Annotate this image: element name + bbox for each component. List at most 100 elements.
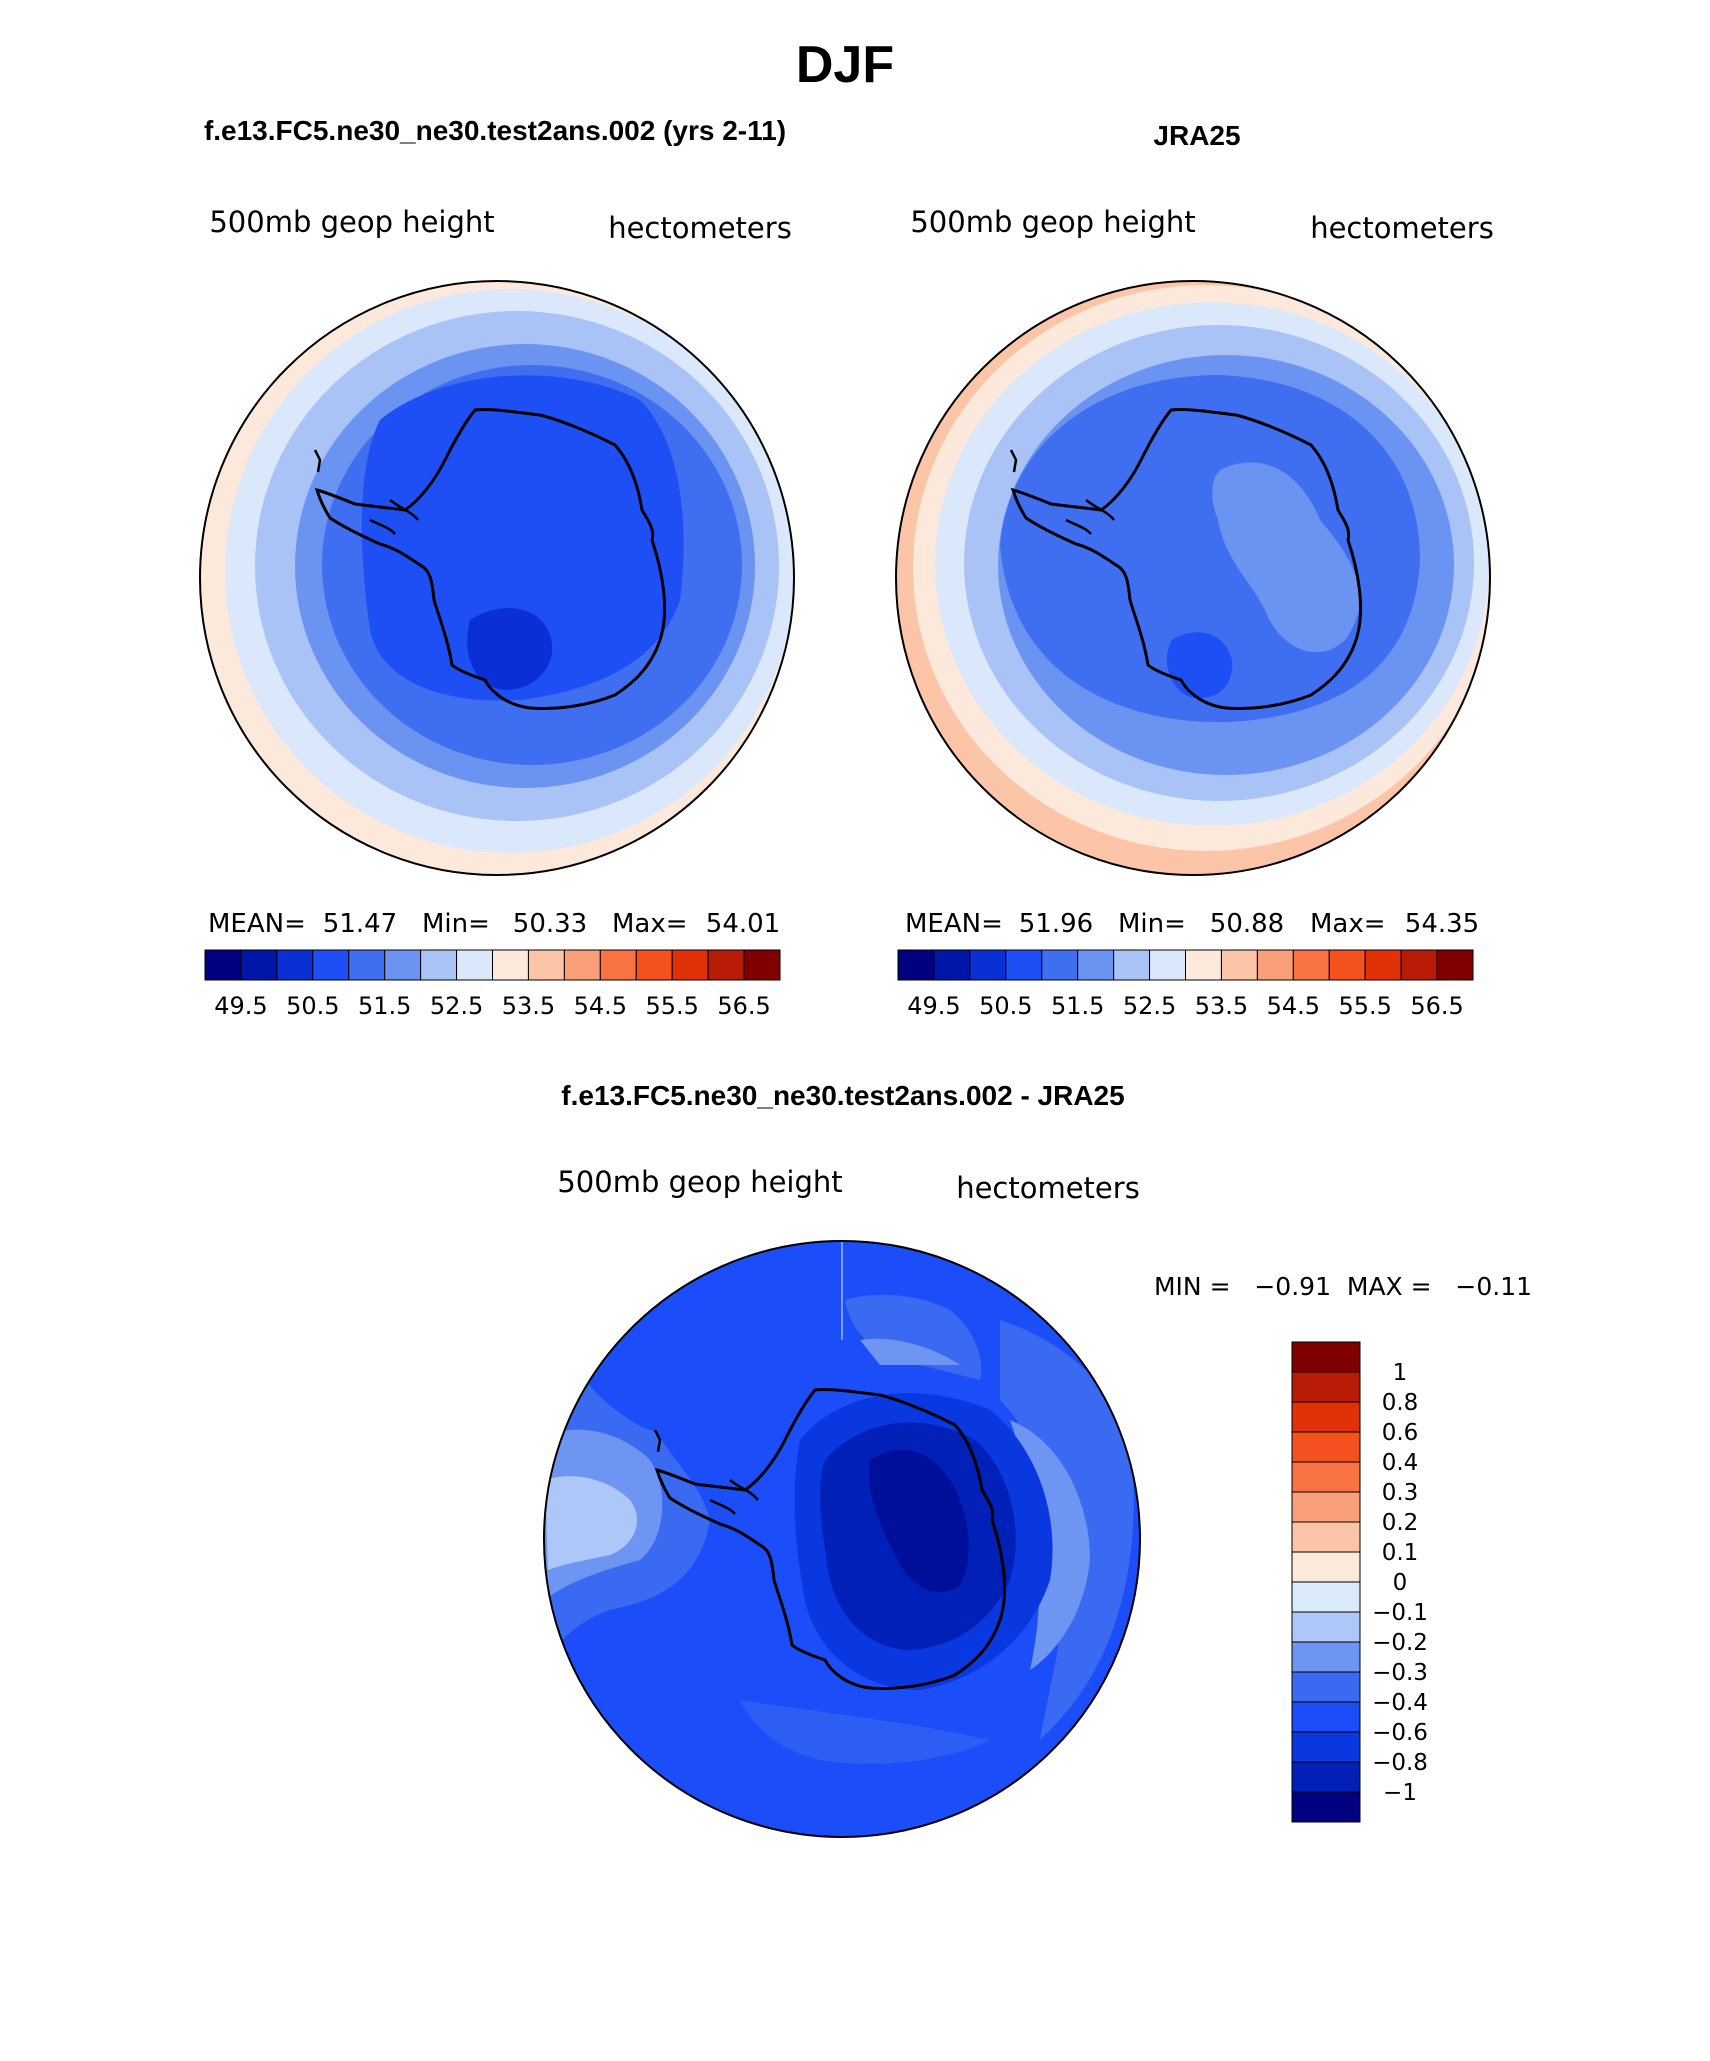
panel-b-mean-label: MEAN= <box>905 909 1003 939</box>
panel-a-colorbar-swatch <box>456 949 493 981</box>
diff-colorbar-tick-label: −1 <box>1383 1780 1417 1806</box>
panel-a-colorbar-tick-label: 55.5 <box>645 992 698 1020</box>
panel-a-band <box>361 375 684 701</box>
diff-colorbar-swatch <box>1291 1551 1361 1583</box>
panel-a-band <box>467 608 553 690</box>
diff-panel-variable: 500mb geop height <box>557 1165 842 1199</box>
panel-a-outline <box>199 280 795 876</box>
panel-a-colorbar-tick-label: 54.5 <box>574 992 627 1020</box>
diff-panel-title: f.e13.FC5.ne30_ne30.test2ans.002 - JRA25 <box>561 1080 1124 1111</box>
diff-colorbar-tick-label: 0.3 <box>1382 1480 1419 1506</box>
panel-b-colorbar-tick-label: 53.5 <box>1195 992 1248 1020</box>
diff-panel-minmax: MIN = −0.91 MAX = −0.11 <box>1154 1272 1532 1301</box>
panel-a-max-value: 54.01 <box>706 909 780 939</box>
diff-panel-units: hectometers <box>956 1171 1140 1205</box>
diff-colorbar-tick-label: −0.3 <box>1372 1660 1428 1686</box>
panel-b-colorbar-tick-label: 49.5 <box>907 992 960 1020</box>
panel-a-min-label: Min= <box>422 909 490 939</box>
panel-b-max-label: Max= <box>1310 909 1386 939</box>
diff-colorbar-swatch <box>1291 1761 1361 1793</box>
diff-panel-band <box>740 1700 990 1764</box>
diff-colorbar-swatch <box>1291 1341 1361 1373</box>
diff-panel-band <box>869 1449 969 1593</box>
panel-b-colorbar-tick-label: 55.5 <box>1338 992 1391 1020</box>
panel-b-colorbar-swatch <box>1436 949 1474 981</box>
panel-a-mean-value: 51.47 <box>323 909 397 939</box>
panel-b-colorbar-swatch <box>1113 949 1151 981</box>
diff-colorbar-swatch <box>1291 1491 1361 1523</box>
diff-colorbar-swatch <box>1291 1401 1361 1433</box>
diff-colorbar-tick-label: 0.1 <box>1382 1540 1419 1566</box>
panel-b-colorbar-swatch <box>1328 949 1366 981</box>
panel-b-units: hectometers <box>1310 211 1494 245</box>
panel-b-colorbar-swatch <box>1005 949 1043 981</box>
panel-b-max-value: 54.35 <box>1405 909 1479 939</box>
panel-b-colorbar-swatch <box>1041 949 1079 981</box>
panel-a-colorbar-swatch <box>492 949 529 981</box>
panel-a-units: hectometers <box>608 211 792 245</box>
panel-b-colorbar-tick-label: 50.5 <box>979 992 1032 1020</box>
diff-colorbar-tick-label: 0.6 <box>1382 1420 1419 1446</box>
panel-a-colorbar-tick-label: 56.5 <box>717 992 770 1020</box>
diff-panel-band <box>860 1338 960 1365</box>
panel-a-mean-label: MEAN= <box>208 909 306 939</box>
diff-colorbar-swatch <box>1291 1641 1361 1673</box>
panel-b-colorbar-tick-label: 56.5 <box>1410 992 1463 1020</box>
diff-colorbar-swatch <box>1291 1791 1361 1823</box>
diff-colorbar-tick-label: 0.2 <box>1382 1510 1419 1536</box>
diff-colorbar-swatch <box>1291 1581 1361 1613</box>
panel-a-colorbar-tick-label: 51.5 <box>358 992 411 1020</box>
panel-a-max-label: Max= <box>612 909 688 939</box>
panel-b-variable: 500mb geop height <box>910 205 1195 239</box>
panel-b-band <box>1212 462 1360 653</box>
panel-a-colorbar-swatch <box>599 949 637 981</box>
diff-colorbar-tick-label: −0.8 <box>1372 1750 1428 1776</box>
diff-colorbar-swatch <box>1291 1431 1361 1463</box>
diff-colorbar-swatch <box>1291 1611 1361 1643</box>
panel-b-colorbar-swatch <box>1256 949 1294 981</box>
diff-panel-map <box>544 1241 1140 1837</box>
panel-b-colorbar-swatch <box>933 949 971 981</box>
panel-b-map <box>896 281 1490 875</box>
panel-b-colorbar-swatch <box>897 949 935 981</box>
panel-b-min-value: 50.88 <box>1210 909 1284 939</box>
diff-colorbar-tick-label: 0 <box>1393 1570 1408 1596</box>
diff-colorbar-swatch <box>1291 1521 1361 1553</box>
panel-b-min-label: Min= <box>1118 909 1186 939</box>
diff-colorbar-swatch <box>1291 1371 1361 1403</box>
panel-a-colorbar-swatch <box>743 949 781 981</box>
page-title: DJF <box>796 36 894 94</box>
panel-b-colorbar-tick-label: 51.5 <box>1051 992 1104 1020</box>
panel-b-colorbar-swatch <box>1220 949 1258 981</box>
panel-a-colorbar-swatch <box>348 949 386 981</box>
panel-b-colorbar-swatch <box>1292 949 1330 981</box>
panel-a-colorbar-swatch <box>671 949 709 981</box>
panel-b-colorbar-tick-label: 52.5 <box>1123 992 1176 1020</box>
panel-b-colorbar-tick-label: 54.5 <box>1267 992 1320 1020</box>
panel-a-colorbar-swatch <box>527 949 565 981</box>
diff-colorbar-swatch <box>1291 1701 1361 1733</box>
panel-b-colorbar-swatch <box>1077 949 1115 981</box>
diff-colorbar-tick-label: −0.4 <box>1372 1690 1428 1716</box>
panel-a-title: f.e13.FC5.ne30_ne30.test2ans.002 (yrs 2-… <box>204 115 786 146</box>
panel-b-mean-value: 51.96 <box>1019 909 1093 939</box>
diff-colorbar-swatch <box>1291 1671 1361 1703</box>
panel-a-colorbar-swatch <box>420 949 458 981</box>
diff-panel-outline <box>543 1240 1141 1838</box>
panel-a-colorbar-swatch <box>276 949 314 981</box>
diff-colorbar-tick-label: 0.8 <box>1382 1390 1419 1416</box>
panel-a-map <box>200 281 794 875</box>
panel-a-colorbar-swatch <box>707 949 745 981</box>
panel-b-title: JRA25 <box>1153 120 1240 151</box>
panel-b-colorbar-swatch <box>1364 949 1402 981</box>
diff-colorbar-swatch <box>1291 1731 1361 1763</box>
panel-a-colorbar: 49.5 50.5 51.5 52.5 53.5 54.5 55.5 56.5 <box>204 949 781 1020</box>
panel-a-colorbar-tick-label: 52.5 <box>430 992 483 1020</box>
panel-a-colorbar-tick-label: 49.5 <box>214 992 267 1020</box>
diff-colorbar-tick-label: −0.2 <box>1372 1630 1428 1656</box>
diff-colorbar-tick-label: −0.6 <box>1372 1720 1428 1746</box>
diff-colorbar-tick-label: 1 <box>1393 1360 1408 1386</box>
panel-a-colorbar-swatch <box>384 949 422 981</box>
panel-a-min-value: 50.33 <box>513 909 587 939</box>
